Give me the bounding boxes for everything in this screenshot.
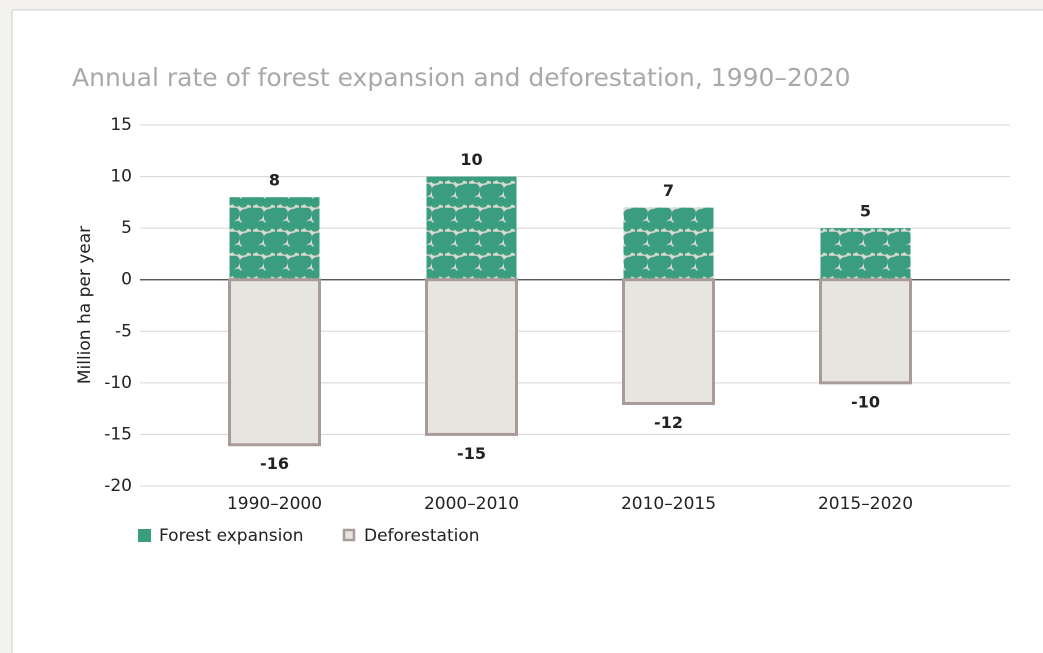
data-label: 8: [269, 171, 280, 190]
data-label: -15: [457, 444, 486, 463]
y-axis-label: Million ha per year: [75, 226, 95, 384]
legend-label: Deforestation: [364, 526, 480, 546]
bar: [623, 207, 714, 280]
x-tick-label: 2000–2010: [424, 494, 519, 514]
bar: [229, 197, 320, 280]
y-tick-label: 5: [121, 218, 132, 238]
data-label: -10: [851, 392, 880, 411]
chart-title: Annual rate of forest expansion and defo…: [72, 63, 851, 92]
bar: [228, 278, 321, 447]
y-tick-label: -10: [104, 373, 132, 393]
y-tick-label: 0: [121, 270, 132, 290]
y-tick-label: -5: [115, 321, 132, 341]
data-label: 7: [663, 181, 674, 200]
data-label: 10: [460, 150, 482, 169]
y-tick-label: 10: [110, 167, 132, 187]
x-tick-label: 2010–2015: [621, 494, 716, 514]
x-tick-label: 1990–2000: [227, 494, 322, 514]
data-label: -12: [654, 413, 683, 432]
legend-swatch: [138, 529, 151, 542]
data-label: -16: [260, 454, 289, 473]
y-tick-label: -20: [104, 476, 132, 496]
y-tick-label: -15: [104, 424, 132, 444]
legend-label: Forest expansion: [159, 526, 304, 546]
data-label: 5: [860, 202, 871, 221]
x-tick-label: 2015–2020: [818, 494, 913, 514]
y-tick-label: 15: [110, 115, 132, 135]
bar: [426, 176, 517, 280]
bar: [820, 228, 911, 280]
legend-swatch: [342, 528, 356, 542]
bar: [819, 278, 912, 385]
bar: [425, 278, 518, 436]
bar: [622, 278, 715, 405]
